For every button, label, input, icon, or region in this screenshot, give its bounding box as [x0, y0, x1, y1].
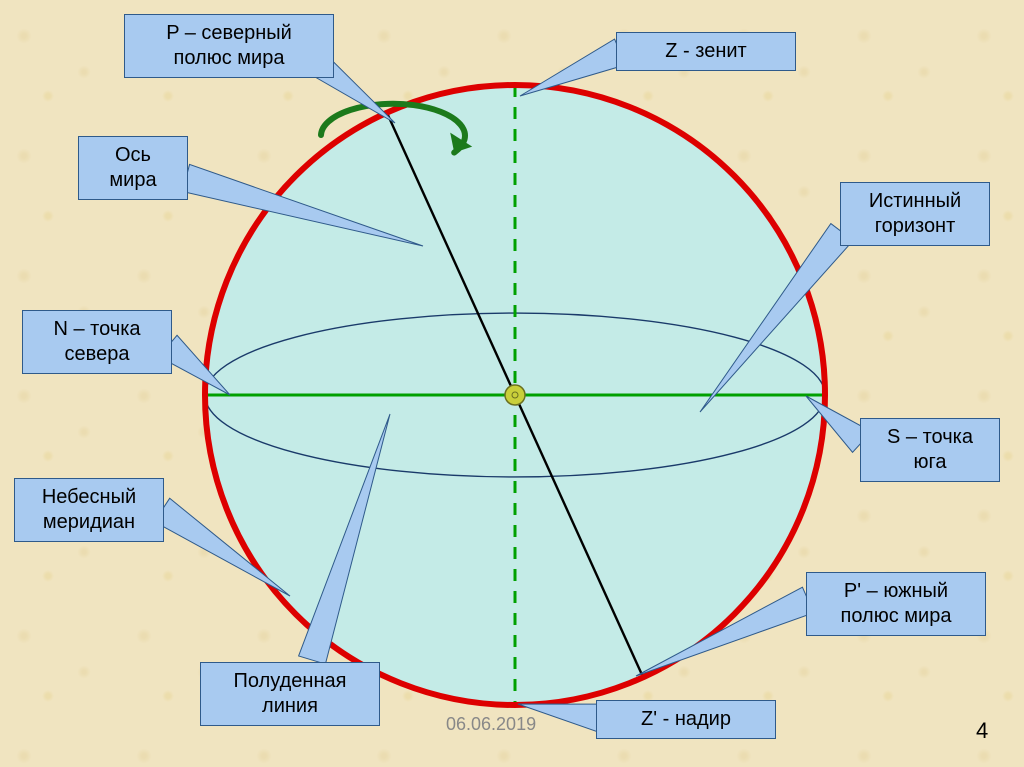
celestial-sphere-diagram	[0, 0, 1024, 767]
label-zenith: Z - зенит	[616, 32, 796, 71]
label-world-axis: Осьмира	[78, 136, 188, 200]
label-north-celestial-pole: P – северныйполюс мира	[124, 14, 334, 78]
label-south-celestial-pole: P' – южныйполюс мира	[806, 572, 986, 636]
label-nadir: Z' - надир	[596, 700, 776, 739]
label-noon-line: Полуденнаялиния	[200, 662, 380, 726]
label-north-point: N – точкасевера	[22, 310, 172, 374]
page-number: 4	[976, 718, 988, 744]
label-true-horizon: Истинныйгоризонт	[840, 182, 990, 246]
footer-date: 06.06.2019	[446, 714, 536, 735]
label-celestial-meridian: Небесныймеридиан	[14, 478, 164, 542]
label-south-point: S – точкаюга	[860, 418, 1000, 482]
